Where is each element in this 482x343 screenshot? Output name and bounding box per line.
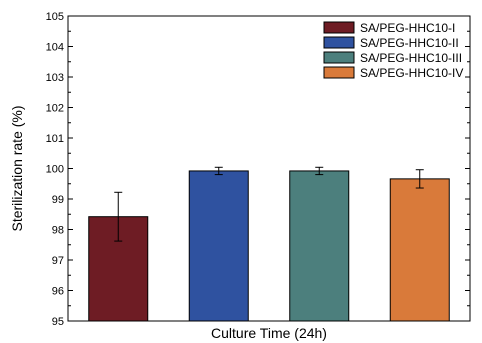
legend-swatch-4 — [323, 66, 355, 79]
legend-label-4: SA/PEG-HHC10-IV — [360, 66, 463, 80]
legend-label-3: SA/PEG-HHC10-III — [360, 51, 462, 65]
y-tick-label: 105 — [46, 11, 64, 23]
y-tick-label: 102 — [46, 103, 64, 115]
legend-swatch-3 — [323, 51, 355, 64]
legend-label-1: SA/PEG-HHC10-I — [360, 21, 455, 35]
y-tick-label: 101 — [46, 133, 64, 145]
y-axis-title: Sterilization rate (%) — [9, 105, 25, 231]
y-ticks-group: 95 96 97 98 99 100 101 102 103 104 105 — [46, 11, 470, 328]
y-tick-label: 96 — [52, 286, 64, 298]
y-tick-label: 98 — [52, 225, 64, 237]
legend-swatch-1 — [323, 21, 355, 34]
error-bars-group — [114, 166, 424, 242]
y-tick-label: 99 — [52, 194, 64, 206]
y-tick-label: 100 — [46, 164, 64, 176]
legend-swatch-2 — [323, 36, 355, 49]
bar-4 — [389, 178, 450, 322]
x-axis-title: Culture Time (24h) — [211, 325, 327, 341]
y-tick-label: 97 — [52, 255, 64, 267]
bar-3 — [289, 170, 350, 322]
legend: SA/PEG-HHC10-ISA/PEG-HHC10-IISA/PEG-HHC1… — [323, 21, 463, 80]
legend-label-2: SA/PEG-HHC10-II — [360, 36, 459, 50]
bar-2 — [188, 170, 249, 322]
y-tick-label: 103 — [46, 72, 64, 84]
y-tick-label: 104 — [46, 42, 64, 54]
y-tick-label: 95 — [52, 316, 64, 328]
bars-group — [88, 170, 450, 322]
